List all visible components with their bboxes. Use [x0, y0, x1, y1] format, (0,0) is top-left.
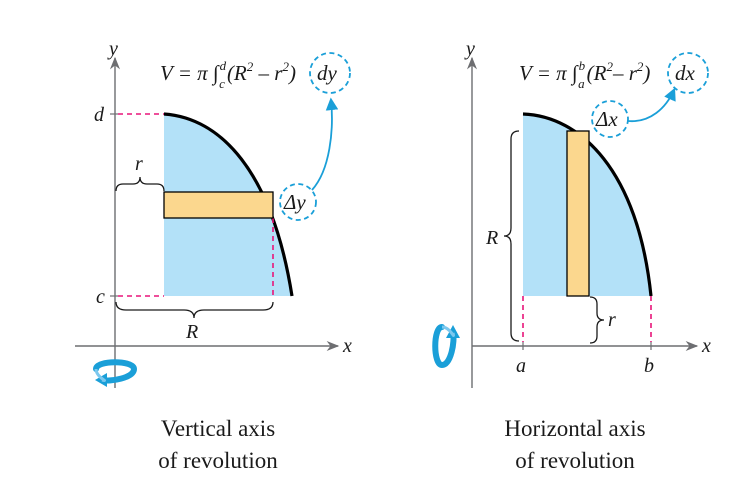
right-formula-upper: b — [579, 58, 586, 73]
left-x-axis-label: x — [342, 335, 352, 357]
left-formula: V = π ∫d c(R2 – r2) — [160, 58, 296, 91]
right-tick-label-a: a — [516, 355, 526, 377]
right-x-axis-label: x — [701, 335, 711, 357]
left-brace-R — [115, 301, 274, 319]
left-formula-sup2: 2 — [282, 59, 289, 74]
right-formula-lower: a — [578, 76, 585, 91]
right-tick-label-b: b — [644, 355, 654, 377]
right-panel: y x a b R r V = π ∫b a(R2– r2) dx Δx Hori… — [432, 38, 711, 473]
right-label-r: r — [608, 309, 616, 331]
left-caption-line2: of revolution — [158, 448, 278, 473]
right-formula-differential: dx — [675, 61, 696, 85]
right-formula-integrand: (R — [587, 61, 607, 85]
left-delta-label: Δy — [283, 190, 306, 214]
right-brace-r — [589, 296, 605, 344]
right-y-axis-label: y — [464, 38, 475, 60]
left-representative-rectangle — [163, 191, 274, 219]
right-brace-R — [503, 130, 520, 342]
right-delta-label: Δx — [595, 107, 618, 131]
right-representative-rectangle — [566, 130, 590, 297]
left-boundary-curve — [163, 112, 294, 297]
left-delta-circle — [279, 183, 317, 221]
left-formula-sup1: 2 — [247, 59, 254, 74]
rotation-arrow-icon — [93, 359, 138, 387]
left-formula-minus: – r — [253, 61, 283, 85]
left-formula-lower: c — [219, 76, 225, 91]
left-brace-r — [115, 176, 165, 192]
right-delta-circle — [591, 100, 629, 138]
right-differential-circle — [667, 52, 709, 94]
left-label-R: R — [185, 321, 198, 343]
right-formula-sup2: 2 — [637, 59, 644, 74]
right-formula-lead: V = π ∫ — [519, 61, 579, 86]
right-formula-sup1: 2 — [606, 59, 613, 74]
right-label-R: R — [485, 227, 498, 249]
right-caption-line1: Horizontal axis — [504, 416, 645, 441]
left-panel: y x d c r R V = π ∫d c(R2 – r2) dy Δy Ver… — [75, 38, 352, 473]
right-caption-line2: of revolution — [515, 448, 635, 473]
left-formula-integrand: (R — [227, 61, 247, 85]
right-formula-minus: – r — [612, 61, 638, 85]
left-tick-label-c: c — [96, 286, 105, 308]
right-formula-close: ) — [642, 61, 650, 85]
right-pointer-arrow — [627, 87, 676, 122]
left-label-r: r — [135, 153, 143, 175]
rotation-arrow-icon — [432, 324, 460, 369]
left-formula-close: ) — [288, 61, 296, 85]
right-formula: V = π ∫b a(R2– r2) — [519, 58, 650, 91]
left-caption-line1: Vertical axis — [161, 416, 275, 441]
left-formula-differential: dy — [317, 61, 338, 85]
left-pointer-arrow — [311, 97, 339, 191]
left-y-axis-label: y — [107, 38, 118, 60]
left-formula-lead: V = π ∫ — [160, 61, 220, 86]
left-differential-circle — [309, 52, 351, 94]
left-formula-upper: d — [220, 58, 227, 73]
left-tick-label-d: d — [94, 104, 105, 126]
right-boundary-curve — [522, 112, 653, 297]
